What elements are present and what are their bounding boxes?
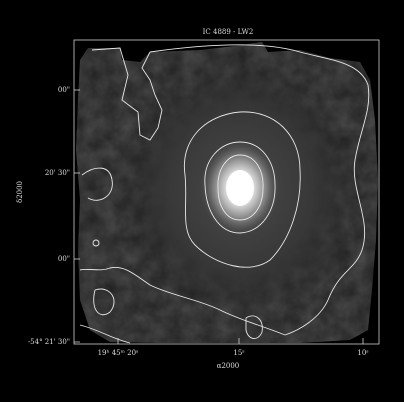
x-tick-label: 15ˢ <box>233 349 245 357</box>
page: IC 4889 - LW2 00" 20' 30" 00" -54° 21' 3… <box>0 0 404 402</box>
figure: IC 4889 - LW2 00" 20' 30" 00" -54° 21' 3… <box>0 0 404 402</box>
image <box>70 40 382 350</box>
y-tick-label: -54° 21' 30" <box>28 338 70 346</box>
title: IC 4889 - LW2 <box>203 28 254 36</box>
y-tick-label: 20' 30" <box>45 169 70 177</box>
x-axis-label: α2000 <box>217 362 240 370</box>
x-tick-label: 19ʰ 45ᵐ 20ˢ <box>98 349 139 357</box>
y-axis-label: δ2000 <box>16 181 24 203</box>
y-tick-label: 00" <box>58 255 70 263</box>
y-ticks: 00" 20' 30" 00" -54° 21' 30" <box>28 86 80 346</box>
y-tick-label: 00" <box>58 86 70 94</box>
x-tick-label: 10ˢ <box>357 349 369 357</box>
